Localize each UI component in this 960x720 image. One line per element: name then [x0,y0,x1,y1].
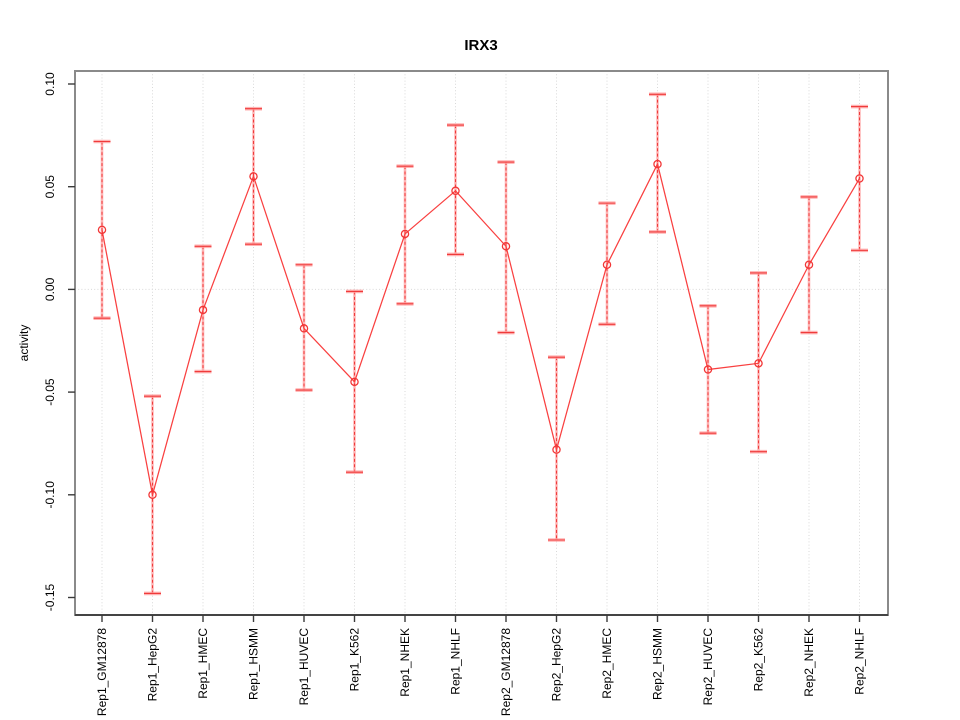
x-tick-label: Rep1_K562 [348,628,362,692]
x-tick-label: Rep2_NHEK [802,628,816,697]
y-tick-label: -0.10 [43,481,57,509]
chart-title: IRX3 [464,37,498,54]
data-point-marker [552,445,561,454]
data-point-marker [198,305,208,315]
x-tick-label: Rep1_HSMM [247,628,261,700]
plot-box [74,70,889,616]
data-point-marker [451,186,460,196]
x-tick-label: Rep1_GM12878 [95,628,109,716]
error-bars [93,92,868,596]
data-point-marker [804,260,814,270]
x-tick-label: Rep2_HepG2 [550,628,564,702]
x-tick-label: Rep2_K562 [752,628,766,692]
data-point-marker [249,172,258,181]
data-point-marker [97,225,107,235]
data-point-marker [602,260,612,270]
x-tick-label: Rep1_HUVEC [297,628,311,706]
x-tick-label: Rep2_HUVEC [701,628,715,706]
data-point-marker [855,174,864,183]
x-tick-label: Rep2_HSMM [651,628,665,700]
data-point-marker [754,359,763,368]
y-tick-label: -0.15 [43,584,57,612]
x-tick-label: Rep2_GM12878 [499,628,513,716]
data-points [97,159,864,500]
data-point-marker [501,242,511,251]
axes: 0.10 0.05 0.00 -0.05 -0.10 -0.15 Rep1_GM12878 R… [43,70,889,716]
x-tick-label: Rep2_NHLF [853,628,867,695]
y-tick-label: 0.00 [43,277,57,301]
series-line [101,162,861,495]
y-tick-label: -0.05 [43,378,57,406]
data-point-marker [148,490,157,500]
x-tick-label: Rep1_HMEC [196,628,210,699]
x-tick-label: Rep1_NHLF [449,628,463,695]
series-polyline [101,162,861,495]
error-bar [447,123,464,257]
data-point-marker [703,365,713,374]
data-point-marker [299,324,309,333]
y-tick-label: 0.05 [43,175,57,199]
data-point-marker [653,159,662,169]
x-tick-label: Rep1_HepG2 [146,628,160,702]
data-point-marker [350,377,359,387]
y-tick-label: 0.10 [43,72,57,96]
gridlines [75,71,888,615]
x-tick-label: Rep2_HMEC [600,628,614,699]
data-point-marker [400,229,410,239]
x-tick-label: Rep1_NHEK [398,628,412,697]
